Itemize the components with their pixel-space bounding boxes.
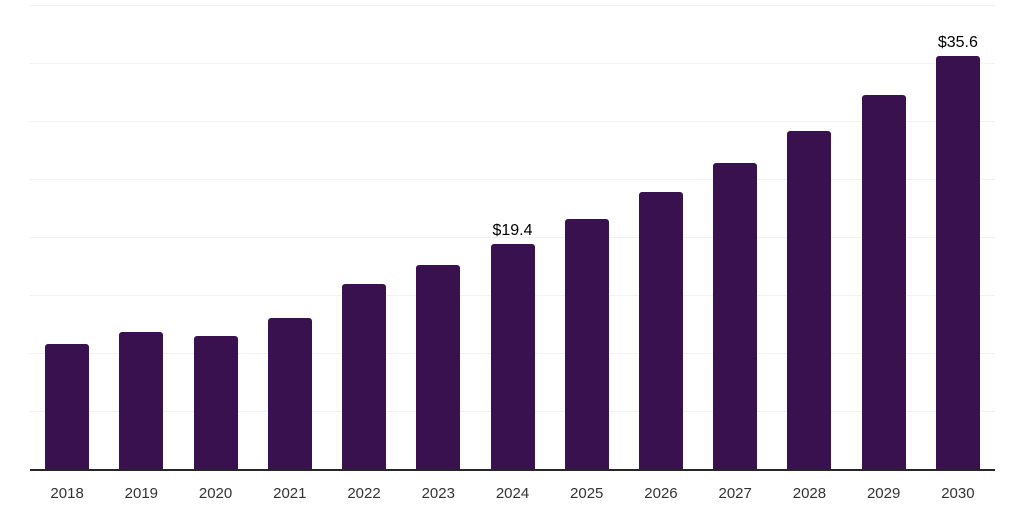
bar-2020 <box>193 336 238 470</box>
bar-2024 <box>490 244 535 470</box>
data-label-2030: $35.6 <box>937 34 978 52</box>
x-tick-label-2019: 2019 <box>124 485 159 502</box>
gridline-30 <box>30 120 995 122</box>
bar-2028 <box>787 130 832 470</box>
plot-area <box>30 0 995 471</box>
x-tick-label-2027: 2027 <box>718 485 752 502</box>
x-tick-label-2028: 2028 <box>792 485 827 502</box>
gridline-35 <box>30 62 995 64</box>
bar-2025 <box>564 218 609 470</box>
x-tick-label-2025: 2025 <box>570 485 604 502</box>
gridline-25 <box>30 178 995 180</box>
x-tick-label-2021: 2021 <box>273 485 307 502</box>
x-tick-label-2024: 2024 <box>495 485 530 502</box>
bar-2030 <box>935 56 980 470</box>
x-tick-label-2029: 2029 <box>866 485 901 502</box>
x-tick-label-2023: 2023 <box>421 485 455 502</box>
data-label-2024: $19.4 <box>492 222 533 240</box>
gridline-40 <box>30 4 995 6</box>
bar-2021 <box>267 317 312 470</box>
bar-2019 <box>119 331 164 470</box>
bar-2029 <box>861 94 906 470</box>
bar-2026 <box>638 192 683 470</box>
x-tick-label-2026: 2026 <box>644 485 678 502</box>
bar-2027 <box>713 163 758 470</box>
x-tick-label-2030: 2030 <box>941 485 975 502</box>
bar-2023 <box>416 265 461 470</box>
x-tick-label-2022: 2022 <box>347 485 381 502</box>
x-tick-label-2020: 2020 <box>198 485 233 502</box>
bar-2022 <box>342 284 387 470</box>
gridline-20 <box>30 237 995 238</box>
x-tick-label-2018: 2018 <box>50 485 84 502</box>
x-axis-line <box>30 469 995 471</box>
bar-2018 <box>45 344 90 470</box>
